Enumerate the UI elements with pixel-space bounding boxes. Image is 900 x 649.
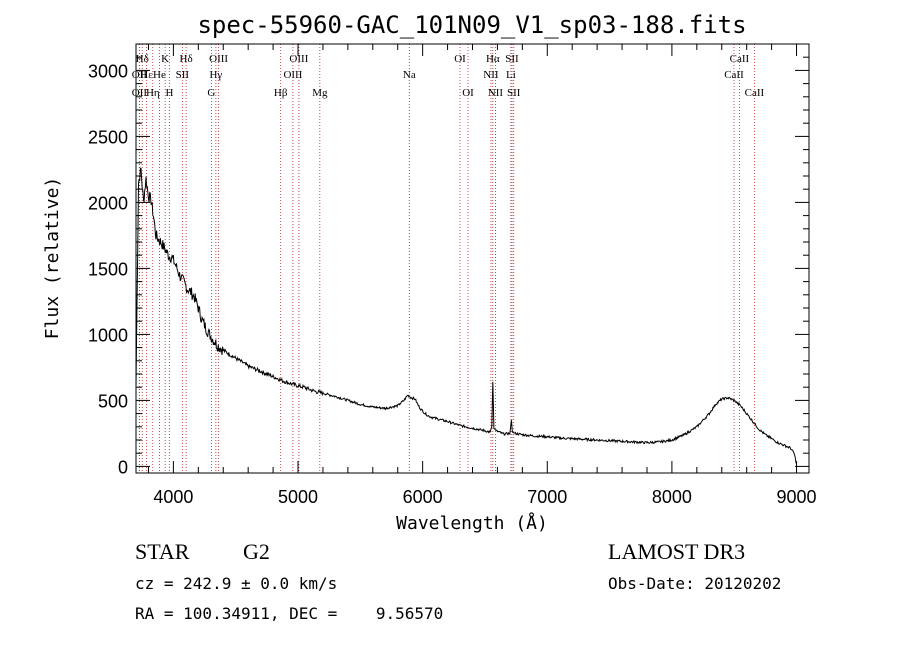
y-tick-label: 0 [118, 457, 128, 477]
y-axis-label: Flux (relative) [42, 177, 63, 340]
marker-label: CaII [730, 53, 750, 65]
marker-label: Hβ [274, 87, 288, 99]
x-tick-label: 6000 [403, 487, 443, 507]
coordinates-readout: RA = 100.34911, DEC = 9.56570 [135, 604, 444, 623]
x-tick-label: 5000 [278, 487, 318, 507]
marker-label: Hα [486, 53, 500, 65]
marker-label: Hε [140, 69, 153, 81]
spectrum-line [135, 167, 797, 464]
marker-label: K [161, 53, 169, 65]
chart-title: spec-55960-GAC_101N09_V1_sp03-188.fits [197, 11, 746, 39]
marker-label: G [207, 87, 215, 99]
y-tick-label: 2000 [88, 193, 128, 213]
marker-label: Hη [146, 87, 160, 99]
marker-label: OIII [289, 53, 308, 65]
marker-label: OIII [283, 69, 302, 81]
y-axis-ticks: 0 500 1000 1500 2000 2500 3000 [88, 56, 809, 477]
line-markers [138, 44, 755, 473]
marker-label: Hγ [209, 69, 222, 81]
y-tick-label: 1500 [88, 259, 128, 279]
marker-label: Hδ [136, 53, 149, 65]
marker-label: He [153, 69, 166, 81]
marker-label: Li [506, 69, 516, 81]
y-tick-label: 2500 [88, 127, 128, 147]
marker-label: SII [507, 87, 521, 99]
marker-label: CaII [724, 69, 744, 81]
marker-label: NII [483, 69, 499, 81]
marker-label: Na [403, 69, 416, 81]
x-axis-ticks: 4000 5000 6000 7000 8000 9000 [147, 44, 817, 507]
y-tick-label: 1000 [88, 325, 128, 345]
object-class: STAR [135, 539, 190, 564]
marker-label: H [166, 87, 174, 99]
marker-label: SII [176, 69, 190, 81]
marker-label: Hδ [180, 53, 193, 65]
x-axis-label: Wavelength (Å) [396, 512, 548, 534]
x-tick-label: 4000 [153, 487, 193, 507]
survey-name: LAMOST DR3 [608, 539, 746, 564]
x-tick-label: 9000 [777, 487, 817, 507]
plot-frame [135, 43, 810, 474]
obs-date: Obs-Date: 20120202 [608, 574, 782, 593]
x-tick-label: 8000 [652, 487, 692, 507]
marker-label: CaII [745, 87, 765, 99]
y-tick-label: 3000 [88, 61, 128, 81]
object-subclass: G2 [243, 539, 270, 564]
y-tick-label: 500 [98, 391, 128, 411]
marker-label: SII [505, 53, 519, 65]
marker-label: OI [454, 53, 466, 65]
marker-label: NII [488, 87, 504, 99]
x-tick-label: 7000 [527, 487, 567, 507]
marker-label: OIII [209, 53, 228, 65]
redshift-readout: cz = 242.9 ± 0.0 km/s [135, 574, 338, 593]
marker-label: OI [462, 87, 474, 99]
marker-label: Mg [312, 87, 328, 99]
